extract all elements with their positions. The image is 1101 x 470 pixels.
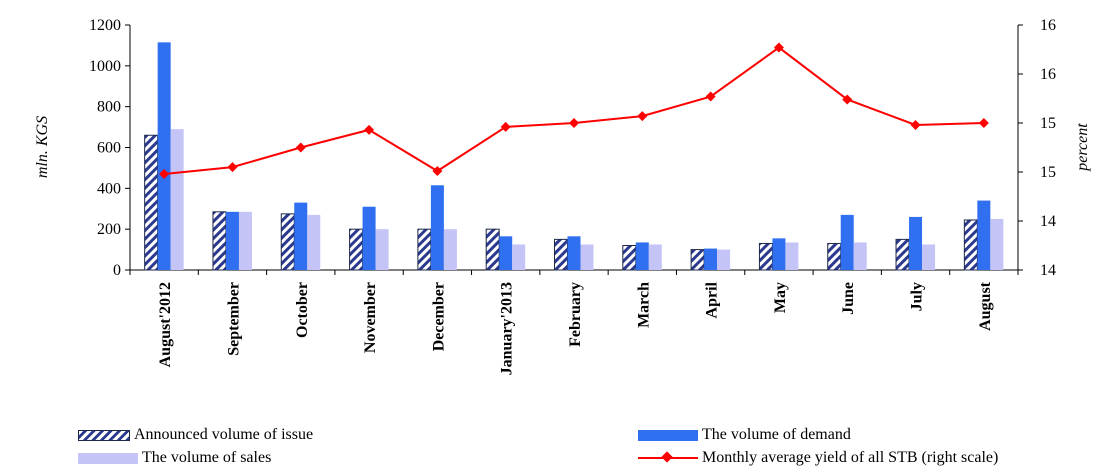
- yield-marker: [842, 94, 853, 105]
- bar-announced: [758, 242, 773, 271]
- category-label: August'2012: [157, 282, 174, 367]
- yield-marker: [295, 142, 306, 153]
- category-label: November: [362, 282, 379, 353]
- legend-swatch-demand: [638, 429, 698, 441]
- bar-sales: [443, 229, 457, 270]
- bar-sales: [170, 129, 184, 270]
- bar-sales: [922, 244, 936, 270]
- left-tick-label: 1200: [89, 17, 121, 34]
- legend-swatch-yield: [638, 452, 698, 464]
- bar-demand: [635, 242, 649, 270]
- yield-marker: [159, 168, 170, 179]
- bar-announced: [212, 211, 227, 271]
- left-tick-label: 800: [97, 99, 121, 116]
- bar-sales: [307, 214, 321, 270]
- bar-sales: [648, 244, 662, 270]
- category-label: April: [704, 281, 721, 318]
- bar-demand: [704, 248, 718, 270]
- yield-marker: [227, 162, 238, 173]
- bar-sales: [512, 244, 526, 270]
- y-axis-title: mln. KGS: [34, 116, 51, 178]
- left-tick-label: 0: [113, 262, 121, 279]
- bar-announced: [827, 242, 842, 271]
- bar-sales: [580, 244, 594, 270]
- right-tick-label: 14: [1040, 262, 1056, 279]
- legend-swatch-announced: [78, 429, 130, 441]
- bar-demand: [909, 216, 923, 270]
- bar-demand: [430, 185, 444, 270]
- right-tick-label: 16: [1040, 66, 1056, 83]
- right-tick-label: 15: [1040, 115, 1056, 132]
- category-label: March: [635, 282, 652, 328]
- left-tick-label: 400: [97, 180, 121, 197]
- category-label: August: [977, 281, 994, 331]
- bar-sales: [375, 229, 389, 270]
- yield-marker: [637, 111, 648, 122]
- yield-marker: [978, 118, 989, 128]
- yield-marker: [364, 124, 375, 135]
- left-tick-label: 600: [97, 140, 121, 157]
- legend-label-demand: The volume of demand: [702, 426, 851, 443]
- legend-item-sales: The volume of sales: [78, 449, 271, 467]
- bar-sales: [238, 211, 252, 270]
- bar-announced: [963, 219, 978, 271]
- legend-label-announced: Announced volume of issue: [134, 426, 314, 443]
- bar-announced: [554, 238, 568, 271]
- category-label: February: [567, 282, 584, 347]
- y2-axis-title: percent: [1074, 123, 1091, 172]
- bar-announced: [690, 249, 705, 271]
- bar-announced: [417, 228, 432, 271]
- bar-announced: [144, 134, 159, 271]
- yield-line: [159, 42, 989, 179]
- yield-marker: [910, 119, 921, 130]
- legend-item-demand: The volume of demand: [638, 426, 851, 444]
- bar-sales: [785, 242, 799, 270]
- bar-demand: [977, 200, 991, 270]
- bar-demand: [567, 236, 581, 270]
- bar-announced: [622, 245, 637, 271]
- bar-announced: [485, 228, 500, 271]
- bar-demand: [225, 211, 239, 270]
- category-label: July: [909, 282, 926, 311]
- bar-announced: [280, 213, 295, 271]
- bar-sales: [990, 218, 1004, 270]
- legend-item-yield: Monthly average yield of all STB (right …: [638, 449, 998, 467]
- left-tick-label: 1000: [89, 58, 121, 75]
- yield-marker: [569, 118, 579, 128]
- legend-label-yield: Monthly average yield of all STB (right …: [702, 449, 999, 466]
- bar-demand: [157, 42, 171, 270]
- left-tick-label: 200: [97, 221, 121, 238]
- legend-swatch-sales: [78, 452, 138, 464]
- legend-label-sales: The volume of sales: [142, 449, 272, 466]
- bar-demand: [294, 202, 308, 270]
- right-tick-label: 16: [1040, 17, 1056, 34]
- bar-sales: [717, 249, 731, 270]
- category-label: December: [430, 282, 447, 351]
- bar-announced: [349, 228, 364, 271]
- bar-demand: [499, 236, 513, 270]
- yield-marker: [432, 166, 443, 177]
- bar-sales: [853, 242, 867, 270]
- category-label: September: [225, 282, 242, 356]
- category-label: June: [840, 282, 857, 315]
- yield-marker: [705, 91, 716, 102]
- bar-demand: [840, 214, 854, 270]
- right-tick-label: 14: [1040, 213, 1056, 230]
- yield-marker: [773, 42, 784, 53]
- legend-item-announced: Announced volume of issue: [78, 426, 313, 444]
- yield-marker: [500, 121, 511, 132]
- labels: 0 200 400 600 800 1000 1200 14 14 15 15 16 16 August'…: [34, 17, 1091, 375]
- bar-announced: [895, 238, 910, 271]
- category-label: May: [772, 282, 789, 313]
- yield-line-path: [164, 46, 984, 175]
- category-label: January'2013: [499, 282, 516, 375]
- category-label: October: [294, 282, 311, 338]
- bars: [144, 42, 1004, 271]
- bar-demand: [772, 238, 786, 270]
- bar-demand: [362, 206, 376, 270]
- right-tick-label: 15: [1040, 164, 1056, 181]
